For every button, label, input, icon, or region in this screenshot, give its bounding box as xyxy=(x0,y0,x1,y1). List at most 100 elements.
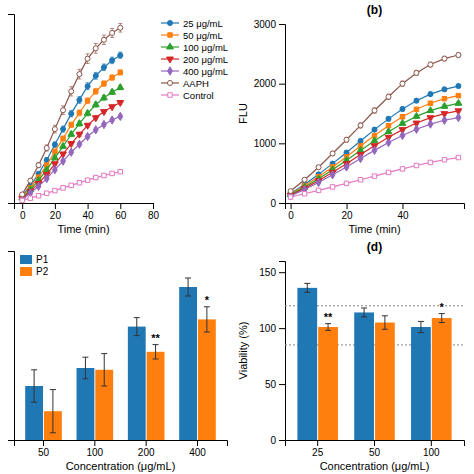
x-axis-tick-mark xyxy=(146,440,147,446)
x-axis-tick: 20 xyxy=(50,203,62,221)
legend-label: 400 μg/mL xyxy=(183,66,228,77)
y-axis-tick-label: 0 xyxy=(270,435,276,446)
marker xyxy=(442,87,447,92)
marker xyxy=(61,127,66,132)
legend-label: 100 μg/mL xyxy=(183,42,228,53)
x-axis-tick-label: 20 xyxy=(50,210,62,221)
error-bar xyxy=(61,136,65,141)
line xyxy=(22,88,120,198)
legend-label: P1 xyxy=(36,254,49,265)
marker xyxy=(442,158,446,162)
line xyxy=(22,28,120,195)
legend-label: 50 μg/mL xyxy=(183,30,223,41)
marker xyxy=(76,132,83,138)
error-bar xyxy=(414,70,418,75)
x-axis: 020406080 xyxy=(15,203,160,221)
line-series xyxy=(20,52,123,199)
marker xyxy=(372,146,377,154)
marker xyxy=(69,183,73,187)
marker xyxy=(456,113,461,121)
y-axis-line xyxy=(279,262,286,441)
bar xyxy=(411,327,431,440)
marker xyxy=(68,142,75,148)
x-axis-tick-mark xyxy=(402,203,403,209)
marker xyxy=(118,53,123,58)
marker xyxy=(117,101,124,107)
x-axis-tick-label: 0 xyxy=(288,210,294,221)
marker xyxy=(385,128,392,134)
marker xyxy=(109,105,116,111)
x-axis-tick-label: 20 xyxy=(341,210,353,221)
error-bar xyxy=(50,390,56,433)
line xyxy=(22,116,120,199)
marker xyxy=(371,137,378,143)
legend: 25 μg/mL50 μg/mL100 μg/mL200 μg/mL400 μg… xyxy=(161,18,228,101)
title: (d) xyxy=(367,240,382,254)
line-series xyxy=(20,169,123,202)
x-axis-tick: 20 xyxy=(341,203,353,221)
plot-area xyxy=(285,283,464,440)
marker xyxy=(52,127,57,132)
marker xyxy=(77,180,81,184)
marker xyxy=(428,92,433,97)
error-bar xyxy=(69,87,73,96)
marker xyxy=(36,194,40,198)
x-axis-tick-mark xyxy=(94,440,95,446)
marker xyxy=(316,178,321,186)
x-axis: 2550100 xyxy=(286,440,465,458)
error-bar xyxy=(331,151,335,155)
error-bar xyxy=(185,278,191,296)
marker xyxy=(413,112,420,118)
marker xyxy=(428,101,432,105)
marker xyxy=(52,166,57,174)
error-bar xyxy=(359,123,363,128)
x-axis-tick-label: 25 xyxy=(312,447,324,458)
y-axis xyxy=(8,252,15,441)
marker xyxy=(288,195,292,199)
x-axis-line xyxy=(286,441,465,447)
marker xyxy=(428,120,433,128)
marker xyxy=(386,170,390,174)
x-axis-tick: 0 xyxy=(288,203,294,221)
x-axis-tick-mark xyxy=(431,440,432,446)
error-bar xyxy=(69,122,73,127)
marker xyxy=(77,97,82,102)
plot-area xyxy=(25,278,216,440)
legend-label: AAPH xyxy=(183,78,209,89)
error-bar xyxy=(86,54,90,64)
marker xyxy=(456,53,461,58)
panel: 50100200400***Concentration (μg/mL)P1P2 xyxy=(8,252,228,474)
marker xyxy=(110,58,115,63)
x-axis-tick-mark xyxy=(374,440,375,446)
marker xyxy=(69,148,74,156)
marker xyxy=(69,111,74,116)
marker xyxy=(44,191,48,195)
title: (b) xyxy=(367,3,382,17)
marker xyxy=(414,125,419,133)
error-bar xyxy=(204,307,210,332)
y-axis-tick: 0 xyxy=(270,435,285,446)
error-bar xyxy=(400,81,404,86)
error-bar xyxy=(345,151,349,155)
marker xyxy=(302,177,307,182)
marker xyxy=(400,81,405,86)
x-axis-tick-mark xyxy=(55,203,56,209)
x-axis-title: Concentration (μg/mL) xyxy=(66,460,176,472)
error-bar xyxy=(373,108,377,113)
error-bar xyxy=(428,62,432,67)
x-axis-tick: 400 xyxy=(189,440,206,458)
error-bar xyxy=(110,28,114,37)
x-axis-tick-mark xyxy=(22,203,23,209)
marker xyxy=(400,167,404,171)
line xyxy=(291,118,459,196)
line-series xyxy=(288,53,461,194)
marker xyxy=(118,112,123,120)
x-axis-tick-label: 60 xyxy=(115,210,127,221)
marker xyxy=(53,188,57,192)
error-bar xyxy=(456,94,460,97)
annotation: * xyxy=(205,294,210,306)
marker xyxy=(101,37,106,42)
y-axis-tick-mark xyxy=(279,203,285,204)
marker xyxy=(102,120,107,128)
error-bar xyxy=(69,110,73,117)
